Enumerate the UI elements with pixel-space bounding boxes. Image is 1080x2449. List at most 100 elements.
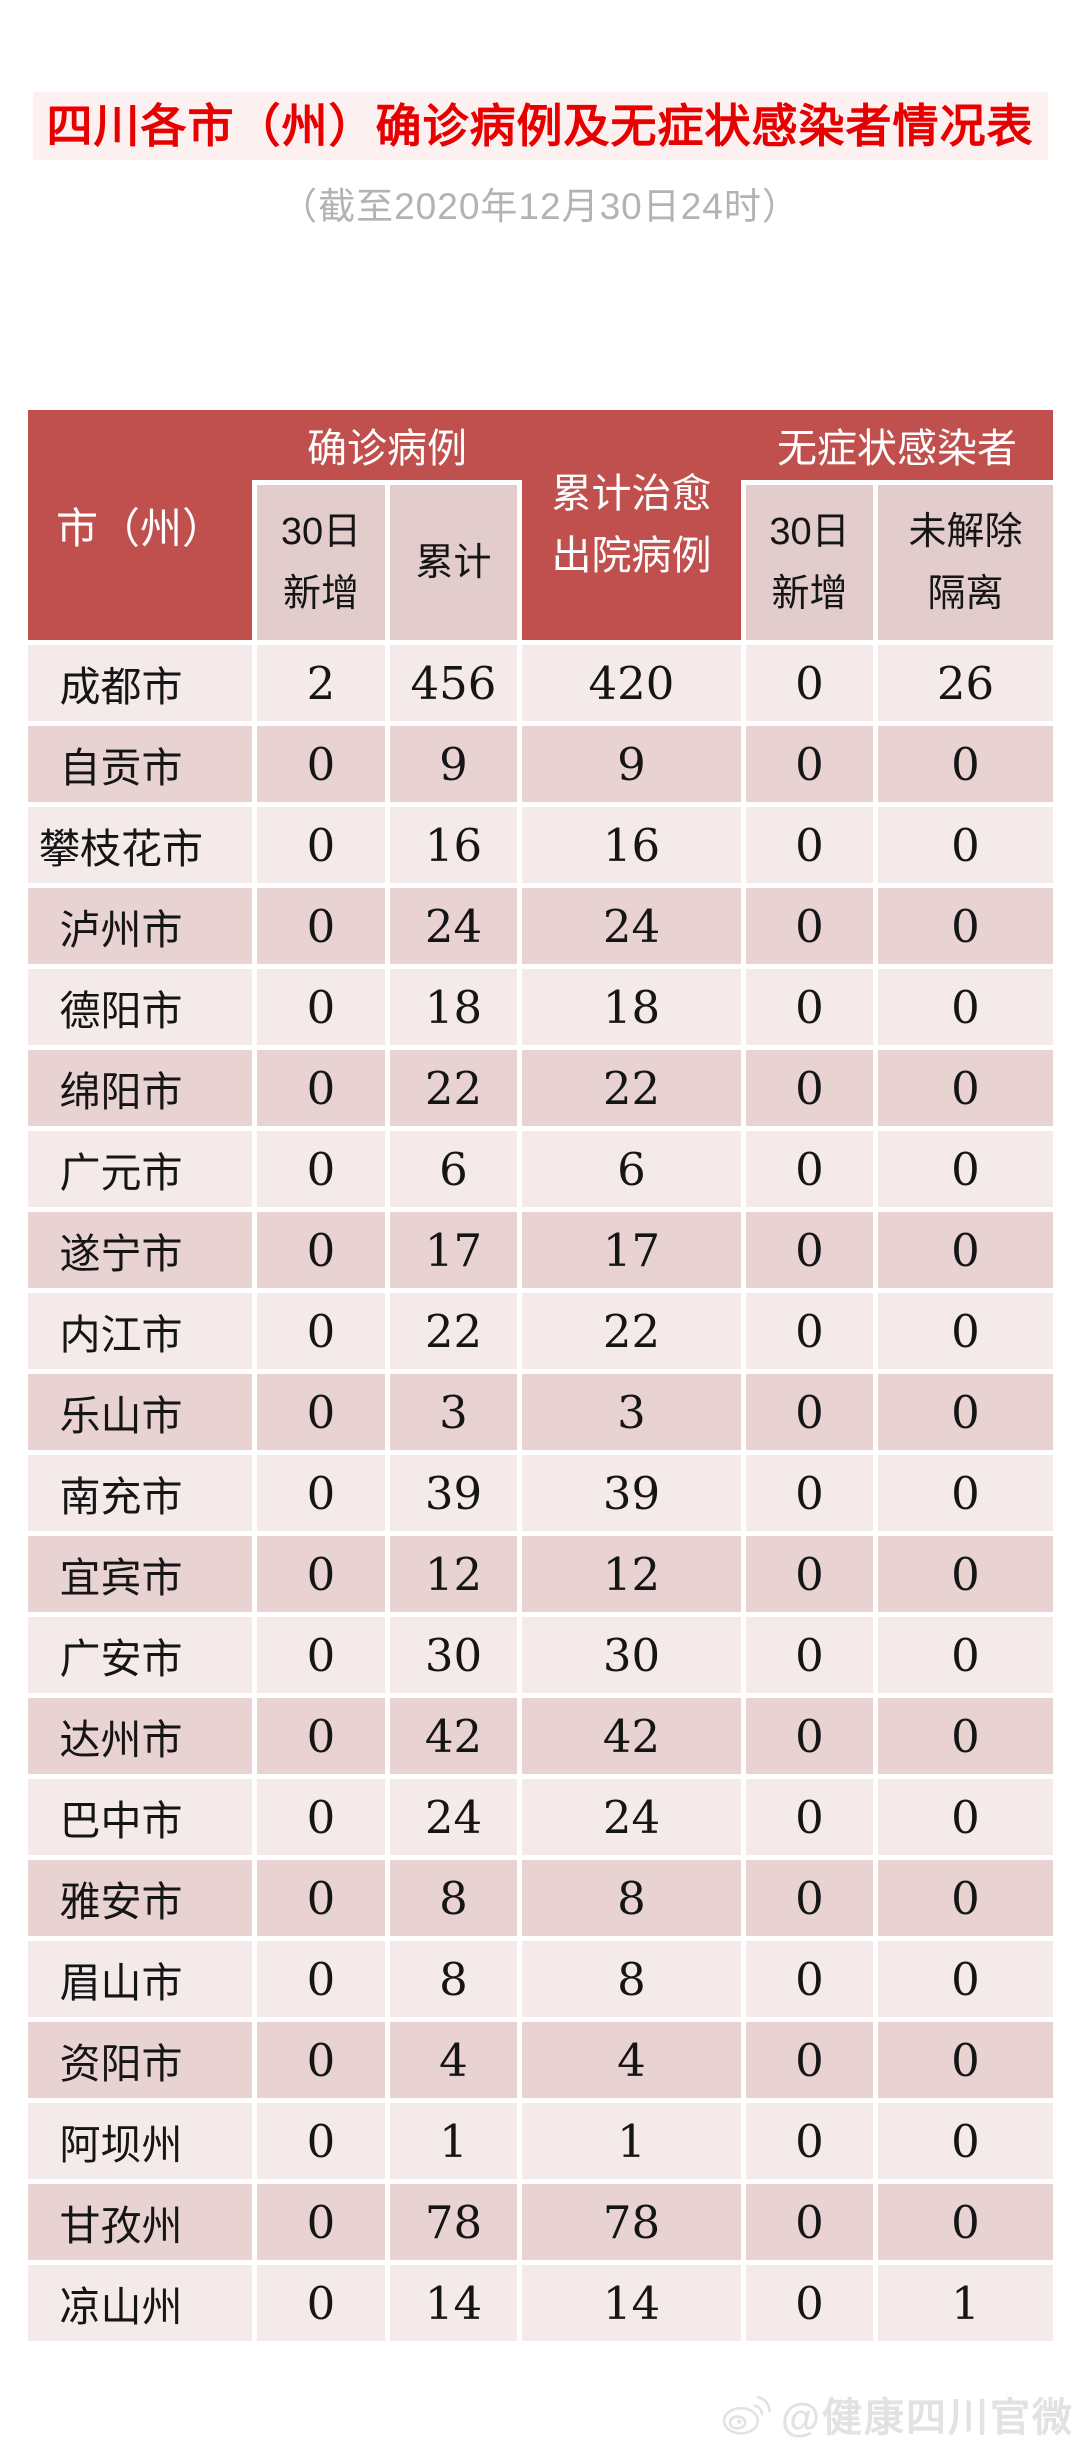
header-confirmed-total: 累计 [390, 485, 517, 640]
value-cell: 0 [257, 1536, 385, 1612]
region-cell: 遂宁市 [28, 1212, 252, 1288]
value-cell: 0 [257, 1293, 385, 1369]
value-cell: 0 [878, 2103, 1053, 2179]
value-cell: 0 [746, 2022, 873, 2098]
value-cell: 17 [522, 1212, 741, 1288]
value-cell: 0 [257, 1860, 385, 1936]
watermark-handle: @健康四川官微 [780, 2396, 1074, 2440]
value-cell: 22 [390, 1050, 517, 1126]
value-cell: 420 [522, 645, 741, 721]
header-unreleased-isolation: 未解除 隔离 [878, 485, 1053, 640]
header-confirmed-group: 确诊病例 [252, 410, 522, 480]
region-cell: 宜宾市 [28, 1536, 252, 1612]
value-cell: 14 [522, 2265, 741, 2341]
value-cell: 3 [390, 1374, 517, 1450]
value-cell: 0 [878, 1050, 1053, 1126]
value-cell: 42 [390, 1698, 517, 1774]
value-cell: 39 [522, 1455, 741, 1531]
value-cell: 14 [390, 2265, 517, 2341]
value-cell: 0 [746, 1698, 873, 1774]
value-cell: 0 [257, 2103, 385, 2179]
value-cell: 8 [390, 1941, 517, 2017]
value-cell: 0 [257, 1698, 385, 1774]
value-cell: 24 [522, 1779, 741, 1855]
value-cell: 2 [257, 645, 385, 721]
value-cell: 0 [257, 1941, 385, 2017]
value-cell: 12 [390, 1536, 517, 1612]
value-cell: 24 [390, 888, 517, 964]
value-cell: 8 [522, 1941, 741, 2017]
value-cell: 0 [878, 1698, 1053, 1774]
value-cell: 0 [878, 2022, 1053, 2098]
region-cell: 阿坝州 [28, 2103, 252, 2179]
region-cell: 达州市 [28, 1698, 252, 1774]
page-subtitle: （截至2020年12月30日24时） [280, 186, 800, 228]
region-cell: 资阳市 [28, 2022, 252, 2098]
value-cell: 24 [390, 1779, 517, 1855]
value-cell: 0 [746, 1050, 873, 1126]
value-cell: 0 [746, 1293, 873, 1369]
value-cell: 1 [522, 2103, 741, 2179]
header-cured-line2: 出院病例 [551, 534, 712, 578]
value-cell: 6 [390, 1131, 517, 1207]
value-cell: 0 [746, 2103, 873, 2179]
infographic: 四川各市（州）确诊病例及无症状感染者情况表 （截至2020年12月30日24时）… [0, 92, 1080, 2440]
region-cell: 凉山州 [28, 2265, 252, 2341]
value-cell: 0 [257, 1455, 385, 1531]
value-cell: 1 [390, 2103, 517, 2179]
region-cell: 泸州市 [28, 888, 252, 964]
value-cell: 22 [522, 1050, 741, 1126]
value-cell: 0 [746, 1941, 873, 2017]
value-cell: 0 [746, 726, 873, 802]
value-cell: 0 [878, 1293, 1053, 1369]
header-cured-discharged: 累计治愈 出院病例 [522, 410, 741, 640]
value-cell: 0 [878, 807, 1053, 883]
value-cell: 39 [390, 1455, 517, 1531]
value-cell: 18 [522, 969, 741, 1045]
value-cell: 0 [257, 2265, 385, 2341]
value-cell: 0 [746, 645, 873, 721]
value-cell: 0 [878, 888, 1053, 964]
value-cell: 12 [522, 1536, 741, 1612]
watermark: @健康四川官微 [719, 2385, 1074, 2443]
weibo-icon [719, 2390, 773, 2438]
value-cell: 0 [878, 1536, 1053, 1612]
value-cell: 0 [878, 726, 1053, 802]
value-cell: 3 [522, 1374, 741, 1450]
value-cell: 78 [522, 2184, 741, 2260]
value-cell: 0 [746, 1374, 873, 1450]
value-cell: 0 [878, 1617, 1053, 1693]
value-cell: 0 [746, 2184, 873, 2260]
value-cell: 0 [746, 1860, 873, 1936]
value-cell: 0 [878, 1860, 1053, 1936]
value-cell: 0 [746, 969, 873, 1045]
value-cell: 0 [257, 1374, 385, 1450]
header-asymptomatic-group: 无症状感染者 [741, 410, 1053, 480]
value-cell: 0 [746, 1536, 873, 1612]
value-cell: 0 [257, 1617, 385, 1693]
region-cell: 成都市 [28, 645, 252, 721]
value-cell: 456 [390, 645, 517, 721]
value-cell: 0 [257, 1779, 385, 1855]
value-cell: 22 [390, 1293, 517, 1369]
value-cell: 0 [878, 969, 1053, 1045]
region-cell: 雅安市 [28, 1860, 252, 1936]
value-cell: 22 [522, 1293, 741, 1369]
value-cell: 0 [878, 1941, 1053, 2017]
region-cell: 广安市 [28, 1617, 252, 1693]
value-cell: 0 [746, 1131, 873, 1207]
value-cell: 0 [878, 1212, 1053, 1288]
value-cell: 0 [746, 807, 873, 883]
value-cell: 0 [746, 1455, 873, 1531]
value-cell: 0 [257, 969, 385, 1045]
page-title: 四川各市（州）确诊病例及无症状感染者情况表 [32, 92, 1048, 161]
value-cell: 9 [522, 726, 741, 802]
value-cell: 9 [390, 726, 517, 802]
region-cell: 内江市 [28, 1293, 252, 1369]
value-cell: 0 [257, 1212, 385, 1288]
value-cell: 0 [746, 1212, 873, 1288]
region-cell: 攀枝花市 [28, 807, 252, 883]
value-cell: 24 [522, 888, 741, 964]
region-cell: 绵阳市 [28, 1050, 252, 1126]
region-cell: 巴中市 [28, 1779, 252, 1855]
